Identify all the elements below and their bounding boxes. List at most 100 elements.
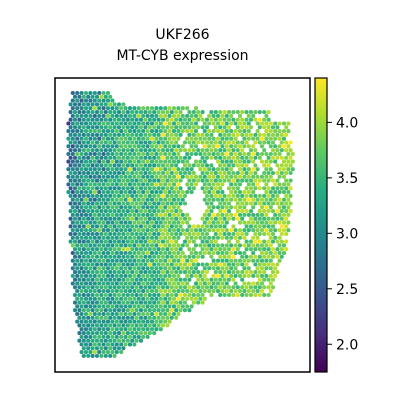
tissue-spot [235, 209, 240, 214]
tissue-spot [207, 235, 212, 240]
tissue-spot [72, 110, 78, 115]
tissue-spot [147, 308, 152, 313]
tissue-spot [127, 334, 133, 339]
tissue-spot [178, 277, 183, 282]
tissue-spot [220, 273, 225, 278]
tissue-spot [207, 281, 212, 286]
tissue-spot [99, 110, 104, 115]
tissue-spot [268, 281, 273, 286]
tissue-spot [182, 117, 188, 122]
tissue-spot [281, 228, 287, 233]
tissue-spot [147, 140, 152, 145]
tissue-spot [167, 304, 172, 309]
tissue-spot [154, 212, 159, 217]
tissue-spot [114, 327, 119, 332]
tissue-spot [288, 209, 293, 214]
tissue-spot [149, 319, 155, 324]
tissue-spot [112, 163, 117, 168]
tissue-spot [127, 311, 133, 317]
tissue-spot [66, 190, 71, 195]
tissue-spot [108, 155, 113, 160]
tissue-spot [108, 148, 113, 153]
tissue-spot [268, 205, 273, 210]
tissue-spot [163, 319, 168, 324]
tissue-spot [130, 193, 135, 198]
tissue-spot [207, 228, 212, 233]
tissue-spot [176, 235, 181, 240]
tissue-spot [213, 239, 218, 244]
tissue-spot [143, 163, 148, 168]
tissue-spot [75, 243, 80, 248]
tissue-spot [83, 190, 89, 195]
tissue-spot [284, 216, 289, 221]
tissue-spot [262, 186, 267, 191]
tissue-spot [180, 159, 185, 164]
tissue-spot [281, 167, 287, 172]
tissue-spot [187, 117, 192, 122]
tissue-spot [240, 117, 245, 122]
tissue-spot [143, 155, 148, 160]
tissue-spot [156, 201, 161, 206]
tissue-spot [204, 163, 210, 168]
tissue-spot [253, 254, 258, 259]
tissue-spot [134, 117, 139, 122]
tissue-spot [97, 159, 102, 164]
tissue-spot [284, 186, 289, 191]
tissue-spot [88, 136, 93, 141]
tissue-spot [149, 258, 155, 263]
tissue-spot [88, 250, 93, 256]
tissue-spot [202, 190, 207, 195]
tissue-spot [134, 224, 139, 229]
tissue-spot [83, 113, 89, 118]
tissue-spot [101, 250, 106, 256]
tissue-spot [127, 174, 133, 179]
tissue-spot [145, 304, 150, 309]
tissue-spot [264, 113, 269, 118]
tissue-spot [171, 121, 177, 126]
tissue-spot [88, 113, 93, 118]
tissue-spot [209, 247, 214, 252]
tissue-spot [268, 129, 273, 134]
tissue-spot [141, 281, 146, 286]
tissue-spot [108, 292, 113, 298]
tissue-spot [130, 254, 135, 259]
tissue-spot [138, 323, 144, 328]
tissue-spot [191, 254, 196, 259]
tissue-spot [90, 270, 95, 275]
tissue-spot [229, 159, 234, 164]
tissue-spot [213, 125, 218, 130]
tissue-spot [279, 155, 284, 160]
tissue-spot [123, 106, 128, 111]
tissue-spot [257, 262, 262, 267]
tissue-spot [174, 193, 179, 198]
tissue-spot [121, 140, 126, 145]
tissue-spot [70, 167, 75, 172]
tissue-spot [136, 304, 141, 309]
tissue-spot [101, 159, 106, 164]
tissue-spot [189, 182, 194, 187]
tissue-spot [226, 110, 232, 115]
tissue-spot [79, 334, 84, 339]
tissue-spot [196, 292, 201, 298]
tissue-spot [134, 170, 139, 176]
tissue-spot [189, 258, 194, 263]
tissue-spot [116, 216, 122, 221]
tissue-spot [90, 346, 95, 351]
tissue-spot [94, 315, 100, 320]
tissue-spot [262, 117, 267, 122]
tissue-spot [180, 190, 185, 195]
tissue-spot [97, 334, 102, 339]
tissue-spot [68, 186, 73, 191]
tissue-spot [169, 163, 174, 168]
tissue-spot [284, 247, 289, 252]
tissue-spot [158, 296, 163, 301]
tissue-spot [242, 228, 247, 233]
tissue-spot [92, 281, 97, 286]
tissue-spot [240, 285, 245, 290]
tissue-spot [119, 228, 124, 233]
tissue-spot [141, 144, 146, 149]
tissue-spot [154, 129, 159, 134]
tissue-spot [81, 224, 86, 229]
tissue-spot [266, 254, 271, 259]
tissue-spot [187, 239, 192, 244]
